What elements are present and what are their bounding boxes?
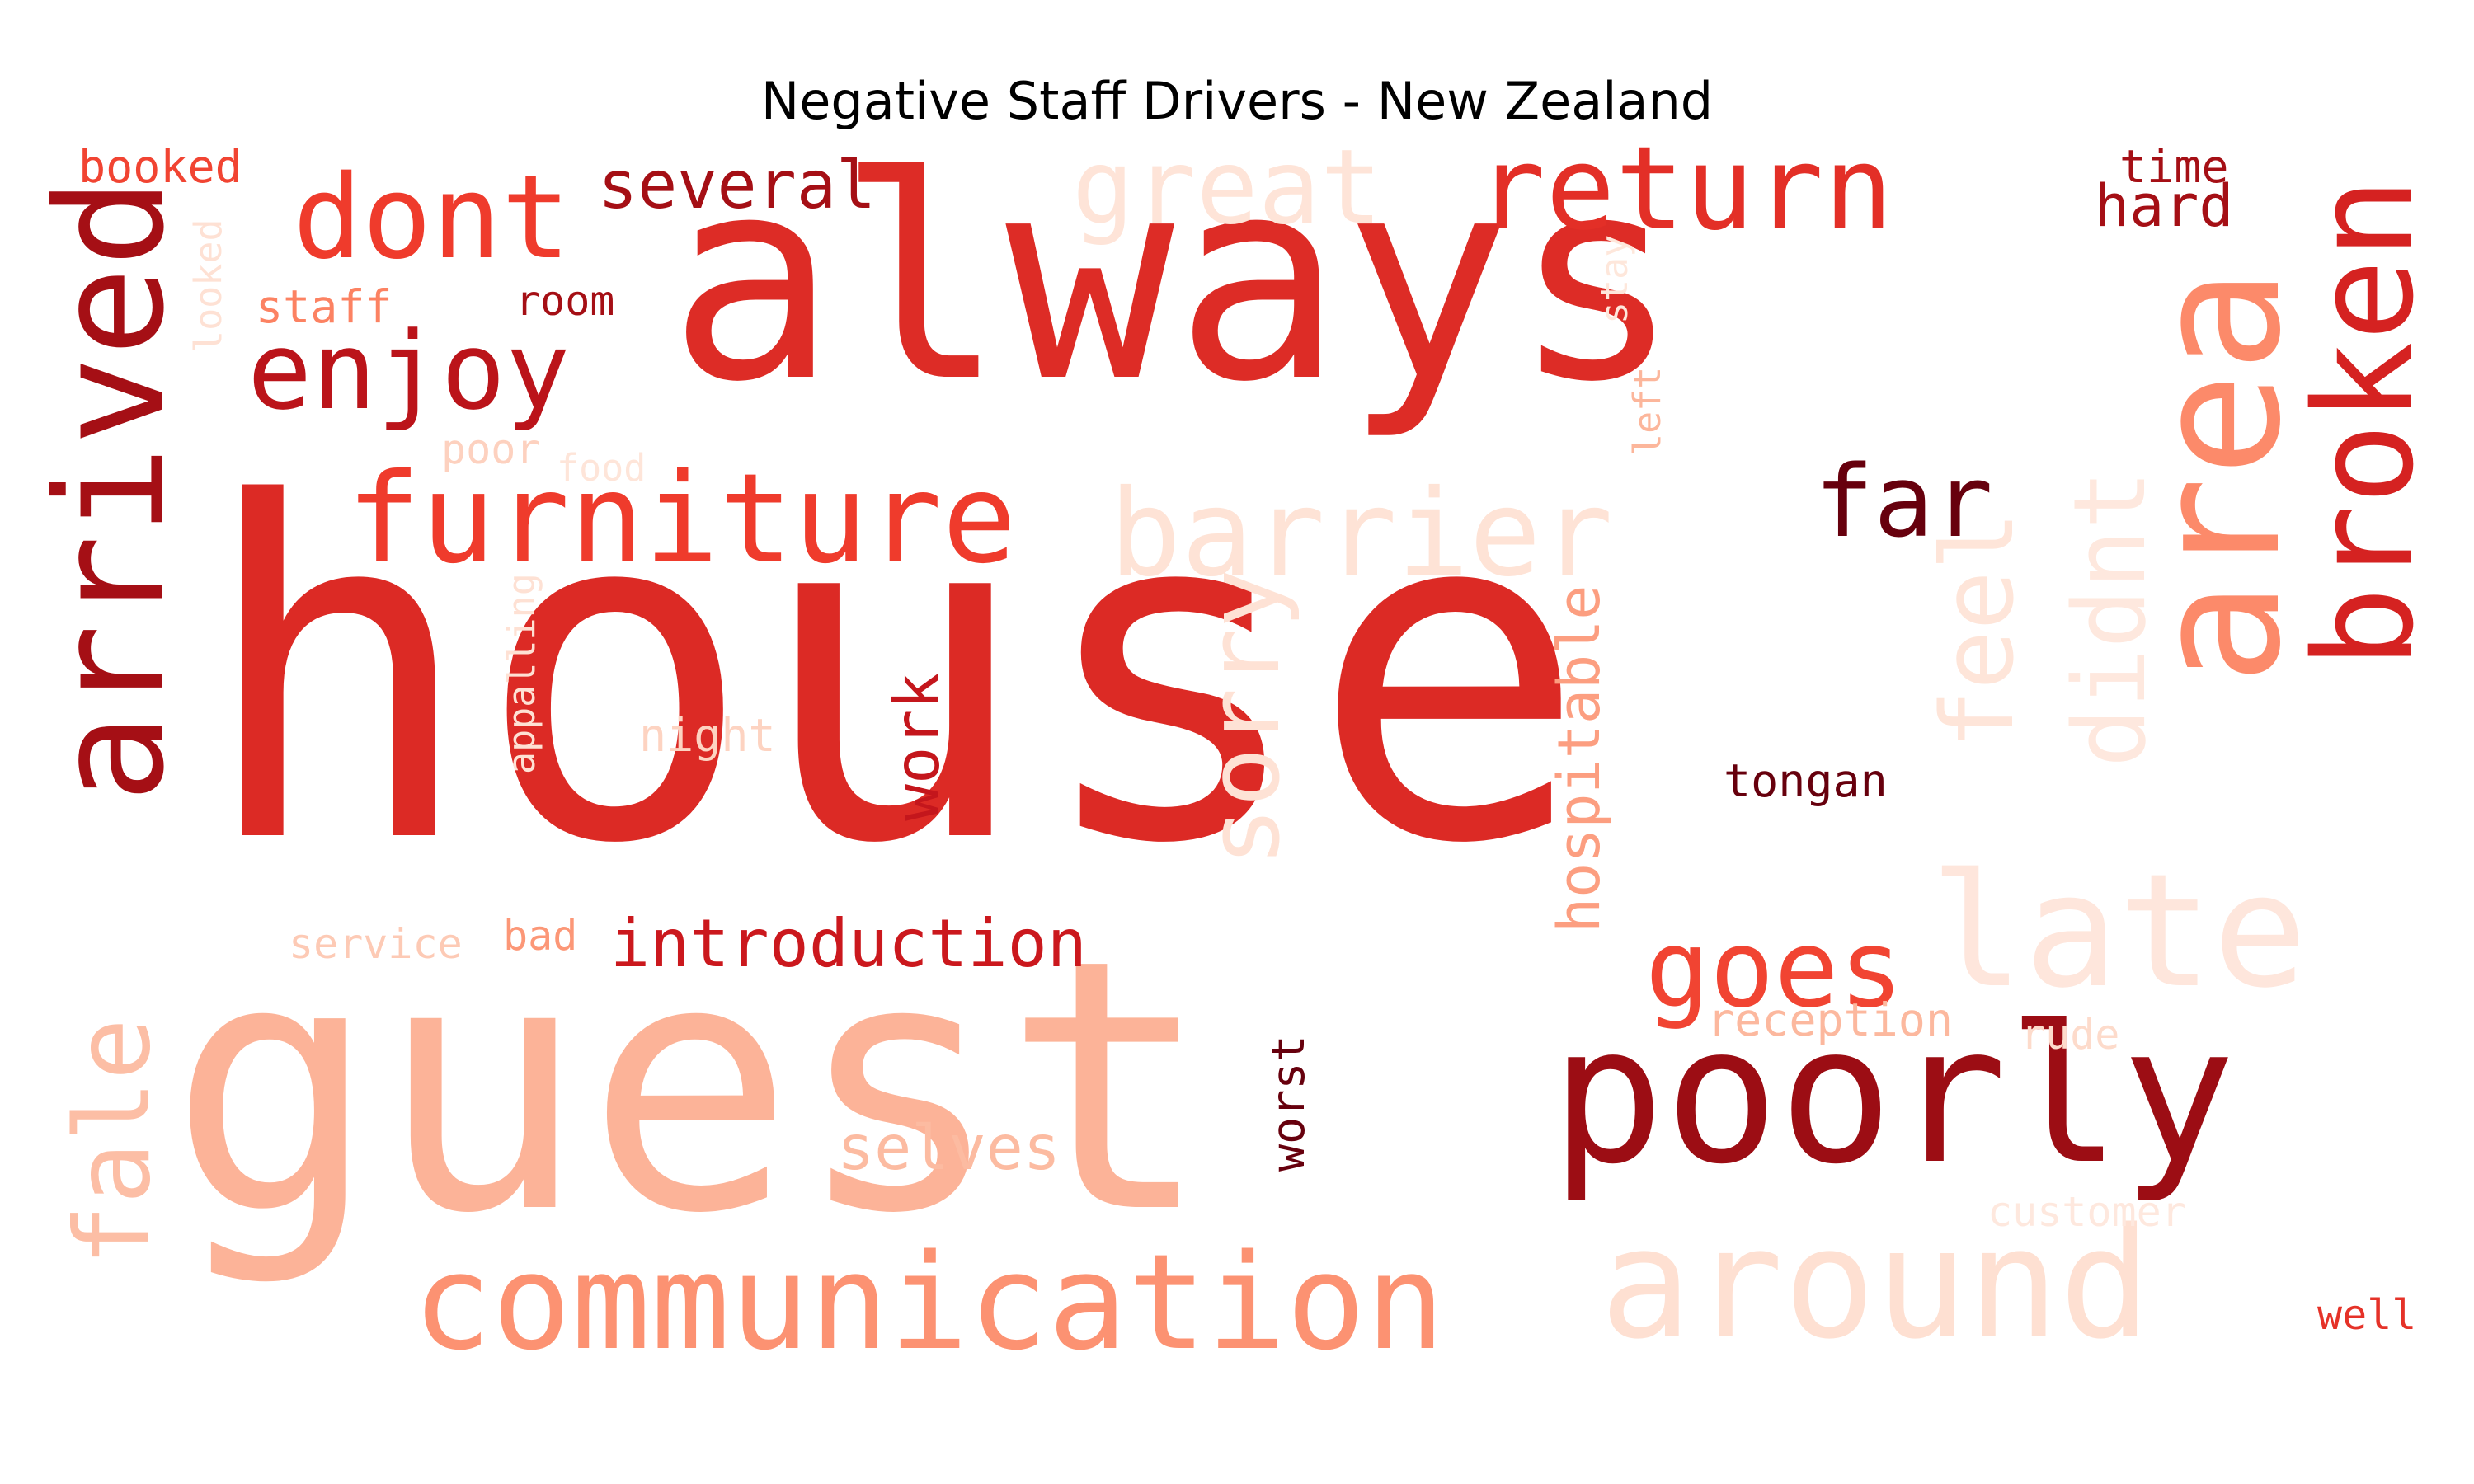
word-left: left [1625, 366, 1669, 456]
word-late: late [1930, 840, 2307, 1022]
chart-title: Negative Staff Drivers - New Zealand [760, 71, 1714, 131]
word-barrier: barrier [1109, 464, 1614, 603]
word-always: always [668, 117, 1681, 444]
word-feel: feel [1921, 511, 2036, 749]
word-around: around [1600, 1195, 2152, 1373]
word-introduction: introduction [610, 905, 1087, 982]
word-sorry: sorry [1188, 568, 1302, 866]
word-didnt: didnt [2053, 469, 2168, 768]
word-several: several [598, 147, 877, 223]
word-arrived: arrived [25, 177, 197, 803]
word-appalling: appalling [500, 573, 543, 774]
word-customer: customer [1987, 1188, 2186, 1236]
word-stay: stay [1592, 234, 1636, 324]
word-dont: dont [293, 151, 571, 285]
word-far: far [1814, 445, 1993, 560]
word-tongan: tongan [1724, 754, 1888, 807]
word-room: room [515, 277, 615, 325]
word-poorly: poorly [1550, 986, 2236, 1206]
word-poor: poor [441, 425, 541, 473]
word-goes: goes [1645, 906, 1904, 1031]
word-return: return [1476, 122, 1893, 256]
word-booked: booked [78, 140, 242, 193]
word-service: service [289, 920, 463, 968]
word-hard: hard [2095, 172, 2234, 240]
word-broken: broken [2285, 176, 2443, 669]
word-fale: fale [54, 1017, 173, 1266]
word-house: house [198, 407, 1588, 945]
word-looked: looked [186, 218, 230, 353]
word-work: work [881, 672, 953, 821]
word-well: well [2317, 1291, 2417, 1339]
word-bad: bad [503, 912, 578, 960]
word-rude: rude [2020, 1011, 2120, 1059]
word-night: night [639, 709, 776, 762]
word-communication: communication [412, 1225, 1446, 1379]
word-time: time [2119, 140, 2229, 193]
word-guest: guest [169, 886, 1212, 1289]
word-great: great [1072, 128, 1383, 247]
word-hospitable: hospitable [1545, 585, 1613, 932]
word-reception: reception [1707, 993, 1954, 1046]
word-furniture: furniture [346, 448, 1017, 591]
word-food: food [557, 446, 647, 490]
word-enjoy: enjoy [247, 308, 571, 434]
word-staff: staff [256, 280, 393, 333]
word-worst: worst [1262, 1035, 1315, 1172]
word-selves: selves [837, 1111, 1061, 1184]
